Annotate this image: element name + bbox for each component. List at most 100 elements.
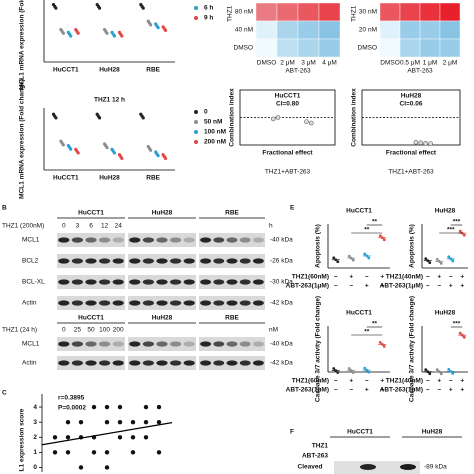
dot <box>424 368 428 372</box>
treatment-label: THZ1 (24 h) <box>2 327 37 334</box>
lane-label: 0 <box>62 327 66 334</box>
col-label: 4 μM <box>322 60 337 67</box>
point <box>143 435 149 440</box>
significance: *** <box>453 321 461 328</box>
legend-label: 200 nM <box>204 139 226 146</box>
blot-band <box>226 237 238 243</box>
lane-label: 6 <box>89 223 93 230</box>
blot-band <box>71 258 84 264</box>
sign: + <box>460 378 464 385</box>
row-label: THZ1(60nM) <box>292 378 329 385</box>
point <box>156 419 162 425</box>
dot <box>462 233 466 237</box>
sign: − <box>349 283 353 290</box>
blot-band <box>71 360 84 366</box>
dot <box>54 116 58 120</box>
blot-band <box>213 237 225 243</box>
dot <box>347 254 351 258</box>
sign: + <box>380 378 384 385</box>
blot-band <box>213 258 225 264</box>
dot <box>351 371 355 374</box>
legend-marker <box>194 130 198 134</box>
y-tick-label: 2 <box>33 434 37 441</box>
heatmap-cell <box>255 38 278 58</box>
heatmap-cell <box>318 38 341 58</box>
heatmap-cell <box>419 2 441 22</box>
dot <box>76 31 80 35</box>
blot-band <box>183 237 195 243</box>
blot-band <box>156 300 168 306</box>
blot-band <box>129 300 141 306</box>
heatmap-cell <box>439 38 461 58</box>
dot <box>382 345 386 348</box>
size-label: -40 kDa <box>270 237 293 244</box>
size-label: -40 kDa <box>270 341 293 348</box>
dot <box>449 257 453 261</box>
heatmap-cell <box>379 20 401 40</box>
blot-band <box>239 341 251 347</box>
point <box>104 450 110 455</box>
dot <box>336 371 340 374</box>
dot <box>435 368 439 372</box>
sign: + <box>437 274 441 281</box>
blot-band <box>142 360 155 366</box>
treatment-label: THZ1 (200nM) <box>2 223 44 230</box>
heatmap-cell <box>399 2 421 22</box>
blot-band <box>71 300 84 306</box>
heatmap-cell <box>276 2 299 22</box>
stat-label: r=0.3895 <box>58 395 85 402</box>
dot <box>141 116 145 120</box>
sign: + <box>365 283 369 290</box>
dot <box>451 259 455 263</box>
plot-title: HuCCT1 <box>346 208 372 215</box>
dot <box>105 31 109 35</box>
dot <box>112 151 117 155</box>
y-axis-label: Apoptosis (%) <box>409 224 416 268</box>
point <box>117 419 123 425</box>
blot-band <box>226 360 238 366</box>
point <box>65 450 71 455</box>
heatmap-cell <box>276 20 299 40</box>
dot <box>435 258 439 261</box>
cell-label: HuCCT1 <box>78 210 104 217</box>
dot <box>380 343 384 346</box>
row-label: ABT-263(1μM) <box>380 387 423 394</box>
dot <box>424 257 428 261</box>
blot-band <box>183 300 195 306</box>
lane-label: 0 <box>62 223 66 230</box>
row-label: DMSO <box>358 45 378 52</box>
legend-label: 0 <box>204 109 208 116</box>
blot-band <box>169 360 182 366</box>
point <box>78 465 84 470</box>
point <box>270 116 276 122</box>
blot-band <box>169 300 182 306</box>
blot-band <box>183 258 195 264</box>
row-label: BCL2 <box>22 258 39 265</box>
blot-band <box>85 279 97 285</box>
point <box>156 450 162 455</box>
dot <box>365 368 369 372</box>
caption: THZ1+ABT-263 <box>388 169 434 176</box>
x-axis-label: Fractional effect <box>386 150 437 157</box>
blot-band <box>129 258 141 264</box>
dot <box>460 333 464 337</box>
size-label: -42 kDa <box>270 300 293 307</box>
blot-band <box>213 341 225 347</box>
significance: *** <box>453 219 461 226</box>
sign: + <box>437 378 441 385</box>
blot-band <box>98 300 111 306</box>
dot <box>439 262 443 265</box>
sign: − <box>426 387 430 394</box>
row-label: THZ1(60nM) <box>292 274 329 281</box>
point <box>418 140 424 146</box>
row-label: ABT-263(1μM) <box>380 283 423 290</box>
dot <box>69 34 73 38</box>
point <box>91 404 97 410</box>
dot <box>112 34 117 38</box>
x-tick-label: HuH28 <box>99 67 120 74</box>
size-label: -42 kDa <box>270 360 293 367</box>
dot <box>120 156 124 160</box>
point <box>104 419 110 425</box>
dot <box>61 31 65 35</box>
dot <box>363 366 367 370</box>
